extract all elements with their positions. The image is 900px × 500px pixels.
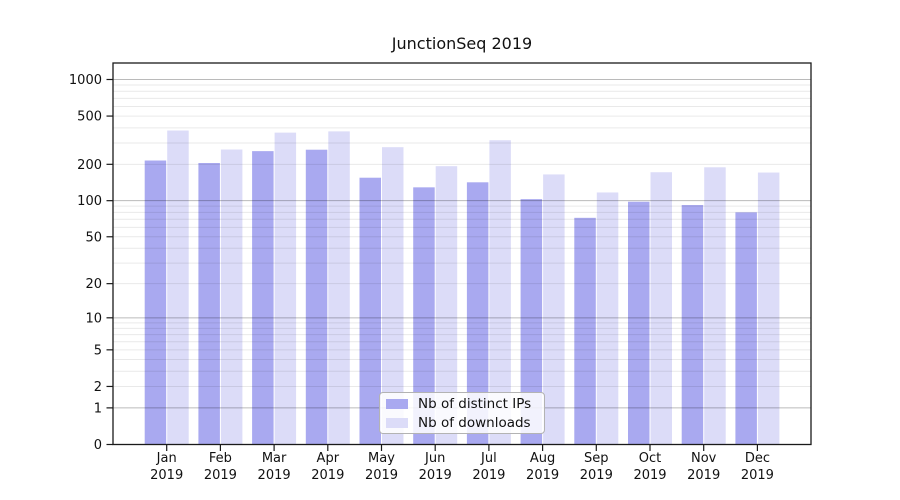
x-tick-label-year: 2019 bbox=[633, 468, 666, 483]
x-tick-label-year: 2019 bbox=[419, 468, 452, 483]
bar-jan-downloads bbox=[167, 130, 189, 445]
x-tick-label-year: 2019 bbox=[150, 468, 183, 483]
bar-jan-distinct-ips bbox=[144, 160, 167, 445]
x-tick-label-year: 2019 bbox=[741, 468, 774, 483]
x-tick-label-year: 2019 bbox=[204, 468, 237, 483]
legend-swatch-downloads bbox=[386, 417, 408, 428]
x-tick-label-year: 2019 bbox=[687, 468, 720, 483]
bar-feb-downloads bbox=[220, 149, 243, 445]
bar-nov-distinct-ips bbox=[681, 205, 704, 445]
y-tick-label: 0 bbox=[94, 438, 102, 453]
y-tick-label: 100 bbox=[77, 194, 102, 209]
x-tick-label-year: 2019 bbox=[472, 468, 505, 483]
legend-label-distinct-ips: Nb of distinct IPs bbox=[418, 395, 532, 412]
x-tick-label-month: Aug bbox=[530, 451, 555, 466]
x-tick-label-year: 2019 bbox=[258, 468, 291, 483]
x-tick-label-year: 2019 bbox=[580, 468, 613, 483]
bar-jun-downloads bbox=[435, 166, 458, 445]
bar-apr-downloads bbox=[328, 131, 350, 445]
x-tick-label-month: Feb bbox=[209, 451, 232, 466]
y-tick-label: 50 bbox=[85, 230, 102, 245]
y-tick-label: 1 bbox=[94, 401, 102, 416]
legend: Nb of distinct IPs Nb of downloads bbox=[379, 392, 545, 434]
x-tick-label-month: Dec bbox=[745, 451, 770, 466]
y-tick-label: 2 bbox=[94, 380, 102, 395]
y-tick-label: 5 bbox=[94, 343, 102, 358]
bar-sep-distinct-ips bbox=[574, 217, 596, 445]
x-tick-label-month: May bbox=[368, 451, 395, 466]
x-tick-label-month: Jun bbox=[424, 451, 445, 466]
bar-jul-downloads bbox=[489, 140, 511, 445]
bar-oct-distinct-ips bbox=[628, 201, 650, 445]
x-tick-label-month: Nov bbox=[691, 451, 717, 466]
x-tick-label-month: Sep bbox=[584, 451, 609, 466]
bar-sep-downloads bbox=[596, 192, 619, 445]
bar-apr-distinct-ips bbox=[305, 149, 328, 445]
bar-aug-distinct-ips bbox=[520, 199, 543, 445]
y-tick-label: 20 bbox=[85, 277, 102, 292]
bar-feb-distinct-ips bbox=[198, 163, 220, 445]
legend-item-downloads: Nb of downloads bbox=[386, 415, 544, 431]
y-tick-label: 500 bbox=[77, 110, 102, 125]
x-tick-label-month: Jul bbox=[480, 451, 497, 466]
y-tick-label: 200 bbox=[77, 158, 102, 173]
bar-jul-distinct-ips bbox=[466, 182, 489, 445]
bar-may-downloads bbox=[382, 147, 404, 445]
legend-swatch-distinct-ips bbox=[386, 398, 408, 409]
chart-title: JunctionSeq 2019 bbox=[391, 34, 533, 53]
bar-aug-downloads bbox=[543, 174, 565, 445]
bar-mar-distinct-ips bbox=[252, 151, 274, 445]
y-tick-label: 1000 bbox=[69, 73, 102, 88]
legend-label-downloads: Nb of downloads bbox=[418, 414, 531, 431]
bar-nov-downloads bbox=[704, 167, 726, 445]
bar-mar-downloads bbox=[274, 132, 297, 445]
x-tick-label-month: Apr bbox=[317, 451, 340, 466]
bar-may-distinct-ips bbox=[359, 177, 381, 445]
x-tick-label-month: Jan bbox=[156, 451, 177, 466]
bar-dec-distinct-ips bbox=[735, 212, 757, 445]
plot-border bbox=[112, 62, 812, 446]
x-tick-label-month: Oct bbox=[639, 451, 661, 466]
bar-jun-distinct-ips bbox=[413, 187, 435, 445]
legend-item-distinct-ips: Nb of distinct IPs bbox=[386, 396, 544, 412]
bar-oct-downloads bbox=[650, 172, 672, 445]
x-tick-label-month: Mar bbox=[262, 451, 287, 466]
y-tick-label: 10 bbox=[85, 311, 102, 326]
bar-dec-downloads bbox=[757, 172, 780, 445]
x-tick-label-year: 2019 bbox=[311, 468, 344, 483]
x-tick-label-year: 2019 bbox=[365, 468, 398, 483]
x-tick-label-year: 2019 bbox=[526, 468, 559, 483]
